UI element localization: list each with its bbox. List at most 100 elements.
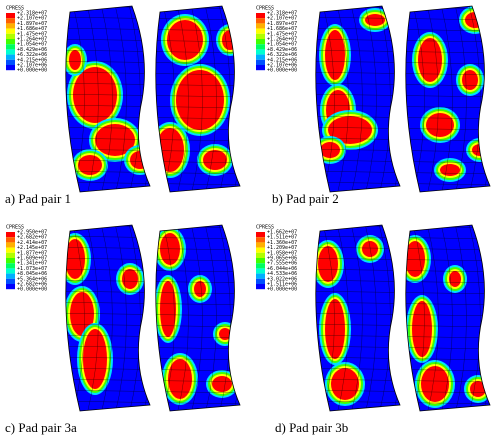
legend-label: +4.533e+06 [267,271,297,277]
mesh-line [315,71,400,76]
legend-label: +8.429e+06 [17,47,47,53]
mesh-line [315,268,400,273]
legend-label: +2.107e+07 [17,16,47,22]
legend-title: CPRESS [6,6,24,12]
mesh-line [155,60,240,65]
mesh-arc [175,225,189,411]
contour-region [405,241,425,277]
mesh-line [155,159,240,164]
legend-label: +4.215e+06 [267,57,297,63]
legend-label: +1.662e+07 [267,230,297,236]
mesh [315,6,400,192]
mesh-line [405,367,490,372]
mesh-line [300,412,500,415]
contour-region [331,368,359,400]
mesh-arc [377,6,391,192]
mesh-line [155,49,240,54]
mesh-arc [321,225,335,411]
mesh-line [315,246,400,251]
contour-region [78,155,102,175]
mesh-line [65,27,150,32]
mesh-arc [425,6,439,192]
mesh-line [405,6,490,10]
mesh-arc [496,0,500,200]
panel: CPRESS+2.318e+07+2.107e+07+1.897e+07+1.6… [6,5,250,196]
mesh-arc [175,6,189,192]
brake-pad [50,6,250,196]
mesh-line [315,181,400,186]
legend-swatch [6,258,15,264]
legend-label: +0.000e+00 [267,287,297,293]
mesh-line [405,345,490,350]
mesh-line [155,356,240,361]
legend-label: +1.609e+07 [17,256,47,262]
legend: CPRESS+2.318e+07+2.107e+07+1.897e+07+1.6… [256,6,297,74]
mesh-arc [189,6,203,192]
mesh-arc [467,6,481,192]
mesh-line [65,16,150,21]
legend-swatch [256,49,265,55]
legend-swatch [6,273,15,279]
mesh-line [50,193,250,196]
mesh-line [155,170,240,175]
legend-label: +2.682e+06 [17,282,47,288]
mesh-line [315,148,400,153]
mesh-arc [411,225,425,411]
mesh-arc [127,225,141,411]
mesh [300,225,500,415]
legend-label: +1.209e+07 [267,245,297,251]
mesh-line [65,181,150,186]
contour-region [69,50,81,70]
mesh-line [65,356,150,361]
mesh-line [155,71,240,76]
contour-region [95,124,135,156]
legend-label: +1.264e+07 [17,37,47,43]
legend-label: +4.215e+06 [17,57,47,63]
mesh-line [405,356,490,361]
legend-swatch [6,23,15,29]
mesh-line [65,279,150,284]
mesh-line [155,126,240,131]
legend-swatch [6,65,15,71]
mesh-line [155,16,240,21]
mesh-line [315,235,400,240]
mesh-arc [85,6,99,192]
mesh-arc [99,6,113,192]
mesh-line [405,257,490,262]
legend-label: +2.318e+07 [17,11,47,17]
legend-swatch [6,247,15,253]
mesh [50,6,250,196]
mesh-line [315,115,400,120]
mesh-line [315,334,400,339]
mesh-line [315,104,400,109]
mesh-arc [496,219,500,419]
mesh-line [155,378,240,383]
mesh-line [65,235,150,240]
legend-label: +0.000e+00 [267,68,297,74]
contour-region [328,116,372,144]
mesh-line [155,6,240,10]
contour-region [194,281,206,297]
contour-region [219,328,231,340]
mesh-line [405,71,490,76]
mesh-line [155,225,240,229]
legend-swatch [6,242,15,248]
mesh-arc [349,225,363,411]
contour-region [470,381,486,397]
mesh-line [155,323,240,328]
legend-swatch [6,18,15,24]
contour-region [212,376,232,392]
mesh-line [155,400,240,405]
mesh-line [65,301,150,306]
legend-label: +1.511e+06 [267,282,297,288]
legend-swatch [6,237,15,243]
mesh-arc [335,225,349,411]
legend-label: +0.000e+00 [17,287,47,293]
mesh-line [65,400,150,405]
mesh-line [405,82,490,87]
mesh-arc [439,6,453,192]
mesh-line [65,367,150,372]
mesh-line [65,170,150,175]
contour-region [440,164,460,176]
mesh-line [315,400,400,405]
